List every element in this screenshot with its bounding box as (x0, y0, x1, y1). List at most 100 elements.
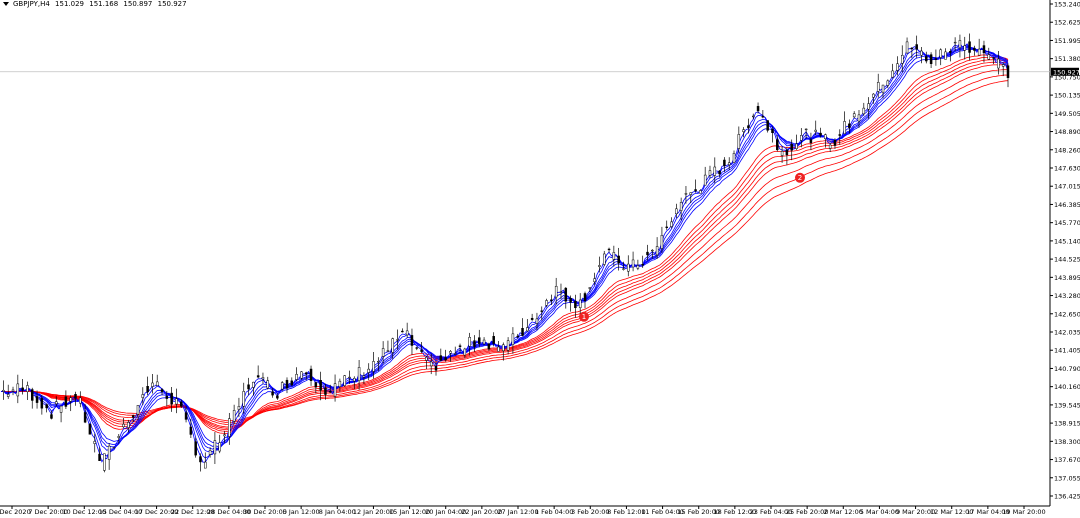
candle-body (425, 356, 428, 361)
candle-body (977, 48, 981, 56)
x-tick-label: 28 Dec 04:00 (207, 508, 251, 516)
candle-body (857, 114, 861, 122)
candle-body (391, 338, 394, 353)
y-tick-label: 138.300 (1054, 438, 1080, 446)
candle-body (276, 395, 279, 399)
y-tick-label: 151.380 (1054, 55, 1080, 63)
candle-body (324, 387, 327, 395)
candle-body (228, 418, 231, 437)
slow-ma-line (1, 69, 1009, 426)
candle-body (593, 278, 596, 282)
x-tick-label: 17 Dec 20:00 (135, 508, 179, 516)
dropdown-triangle-icon[interactable] (3, 2, 9, 6)
candle-body (771, 129, 774, 133)
current-price-label: 150.927 (1053, 68, 1080, 76)
candle-body (405, 330, 409, 336)
candle-body (872, 93, 875, 98)
fast-ma-ribbon (0, 42, 1009, 463)
x-tick-label: 7 Dec 20:00 (28, 508, 68, 516)
candle-body (59, 405, 63, 413)
candle-body (213, 440, 217, 455)
x-tick-label: 22 Dec 12:00 (171, 508, 215, 516)
candle-body (530, 317, 534, 320)
y-tick-label: 136.425 (1054, 493, 1080, 501)
candle-body (655, 246, 659, 256)
candle-body (785, 149, 789, 156)
candles-layer (2, 33, 1010, 473)
candle-body (545, 300, 548, 306)
candle-body (300, 371, 303, 379)
candle-body (636, 265, 640, 269)
candle-body (98, 453, 101, 461)
x-tick-label: 25 Feb 20:00 (786, 508, 829, 516)
candle-body (502, 344, 505, 352)
candle-body (285, 379, 289, 389)
candle-body (122, 423, 125, 428)
candle-body (554, 285, 558, 298)
candle-body (170, 392, 173, 405)
candle-body (131, 415, 135, 418)
candle-body (30, 389, 34, 401)
candle-body (564, 287, 568, 302)
candle-body (747, 125, 750, 129)
candle-body (675, 208, 678, 215)
x-tick-label: 15 Dec 04:00 (99, 508, 143, 516)
candle-body (838, 134, 842, 136)
y-tick-label: 140.790 (1054, 365, 1080, 373)
candle-body (429, 361, 433, 367)
candle-body (487, 343, 491, 350)
candle-body (833, 140, 837, 146)
candle-body (953, 41, 957, 44)
candle-body (69, 397, 72, 402)
x-tick-label: 23 Feb 04:00 (750, 508, 793, 516)
candle-body (155, 381, 159, 386)
candle-body (237, 406, 241, 410)
candle-body (463, 348, 467, 356)
candle-body (458, 345, 462, 347)
candle-body (180, 401, 183, 407)
candle-body (607, 248, 611, 251)
candle-body (795, 143, 798, 149)
candle-body (992, 57, 995, 59)
signal-marker-label: 1 (582, 313, 586, 321)
y-tick-label: 137.670 (1054, 456, 1080, 464)
candle-body (353, 378, 356, 382)
candle-body (848, 123, 851, 128)
candle-body (929, 54, 933, 64)
candle-body (295, 374, 298, 380)
high-value: 151.168 (89, 0, 119, 8)
candle-body (776, 139, 779, 151)
slow-ma-line (1, 59, 1009, 431)
candle-body (333, 383, 337, 397)
x-tick-label: 20 Jan 04:00 (425, 508, 466, 516)
candle-body (304, 372, 308, 375)
x-tick-label: 17 Mar 04:00 (966, 508, 1009, 516)
candle-body (280, 382, 284, 390)
candle-body (876, 82, 880, 92)
y-tick-label: 146.385 (1054, 201, 1080, 209)
candle-body (506, 340, 510, 351)
candle-body (569, 297, 572, 303)
candle-body (944, 51, 947, 60)
close-value: 150.927 (157, 0, 187, 8)
candle-body (920, 50, 923, 56)
candle-body (819, 132, 822, 136)
candle-body (843, 121, 846, 135)
axes-layer (0, 0, 1053, 509)
candle-body (910, 47, 914, 50)
candle-body (204, 461, 207, 469)
candle-body (160, 389, 164, 392)
candle-body (184, 412, 188, 420)
candle-body (684, 193, 688, 195)
x-tick-label: 12 Jan 20:00 (353, 508, 394, 516)
y-tick-label: 142.650 (1054, 310, 1080, 318)
candle-body (526, 327, 529, 332)
candle-body (88, 424, 92, 435)
candle-body (737, 134, 741, 149)
candle-body (453, 353, 457, 355)
candle-body (271, 391, 274, 396)
candle-body (612, 252, 616, 260)
candle-body (357, 367, 361, 381)
candle-body (934, 58, 938, 60)
